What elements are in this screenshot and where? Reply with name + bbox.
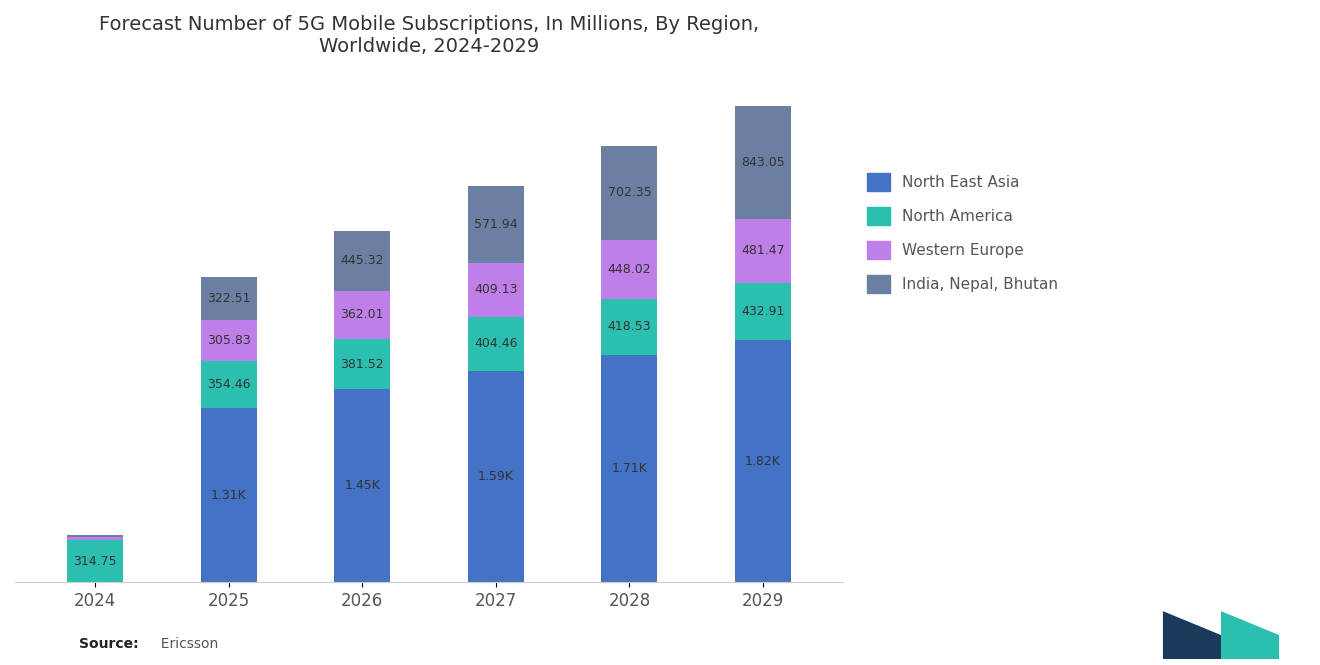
Text: 843.05: 843.05 [741,156,785,169]
Text: 314.75: 314.75 [74,555,117,568]
Bar [735,283,791,340]
Bar [735,106,791,219]
Title: Forecast Number of 5G Mobile Subscriptions, In Millions, By Region,
Worldwide, 2: Forecast Number of 5G Mobile Subscriptio… [99,15,759,56]
Text: 1.31K: 1.31K [211,489,247,501]
Bar [467,317,524,371]
Bar [334,338,391,390]
Bar [467,263,524,317]
Text: 1.82K: 1.82K [744,455,781,467]
Bar [201,408,257,583]
Text: 305.83: 305.83 [207,334,251,347]
Text: 571.94: 571.94 [474,218,517,231]
Bar [735,219,791,283]
Text: 448.02: 448.02 [607,263,651,276]
Text: 481.47: 481.47 [741,244,785,257]
Text: 354.46: 354.46 [207,378,251,391]
Bar [602,299,657,355]
Text: 362.01: 362.01 [341,308,384,321]
Legend: North East Asia, North America, Western Europe, India, Nepal, Bhutan: North East Asia, North America, Western … [859,165,1065,301]
Bar [67,537,123,541]
Text: Source:: Source: [79,637,139,652]
Bar [602,146,657,239]
Polygon shape [1163,611,1221,659]
Bar [201,361,257,408]
Text: 1.45K: 1.45K [345,479,380,492]
Text: 322.51: 322.51 [207,292,251,305]
Bar [201,277,257,321]
Text: 445.32: 445.32 [341,255,384,267]
Bar [67,541,123,583]
Bar [334,231,391,291]
Bar [334,390,391,583]
Text: 418.53: 418.53 [607,321,651,333]
Bar [67,535,123,537]
Text: Ericsson: Ericsson [152,637,218,652]
Polygon shape [1221,611,1279,659]
Text: 409.13: 409.13 [474,283,517,297]
Text: 1.59K: 1.59K [478,470,513,483]
Text: 702.35: 702.35 [607,186,651,200]
Bar [602,355,657,583]
Bar [201,321,257,361]
Text: 404.46: 404.46 [474,337,517,350]
Text: 1.71K: 1.71K [611,462,647,475]
Text: 432.91: 432.91 [742,305,784,318]
Bar [334,291,391,338]
Bar [602,239,657,299]
Bar [467,371,524,583]
Bar [467,186,524,263]
Bar [735,340,791,583]
Text: 381.52: 381.52 [341,358,384,370]
